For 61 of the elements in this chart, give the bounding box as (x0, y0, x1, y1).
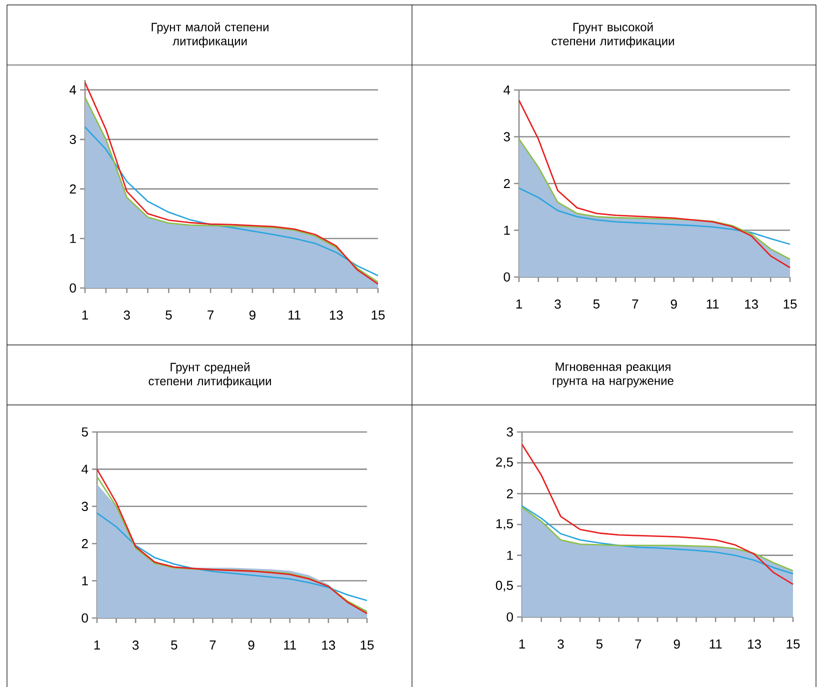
x-tick-label: 9 (248, 640, 254, 650)
x-tick-label: 11 (706, 300, 719, 308)
x-tick-label: 7 (632, 300, 638, 308)
x-tick-label: 13 (748, 640, 761, 649)
y-tick-label: 0 (82, 613, 88, 623)
x-tick-label: 5 (593, 300, 600, 309)
x-tick-label: 9 (249, 310, 256, 320)
y-tick-label: 0 (506, 612, 513, 622)
line-series (518, 187, 791, 245)
x-tick-label: 15 (360, 640, 374, 650)
y-tick-label: 2 (506, 489, 513, 498)
x-tick-label: 15 (784, 300, 797, 309)
y-tick-label: 4 (82, 464, 88, 474)
x-tick-label: 3 (558, 640, 564, 649)
line-series (96, 512, 368, 602)
y-tick-label: 5 (82, 427, 88, 437)
x-tick-label: 3 (132, 640, 139, 650)
x-tick-label: 9 (674, 640, 680, 649)
y-tick-label: 2,5 (496, 457, 513, 468)
y-tick-label: 3 (82, 502, 88, 511)
y-tick-label: 3 (504, 132, 510, 142)
y-tick-label: 3 (506, 427, 513, 437)
y-tick-label: 0 (70, 283, 76, 293)
y-tick-label: 1 (82, 576, 88, 586)
y-tick-label: 0,5 (496, 580, 513, 592)
y-tick-label: 2 (82, 539, 88, 548)
y-tick-label: 1,5 (496, 519, 513, 530)
x-tick-label: 11 (284, 640, 296, 650)
x-tick-label: 7 (635, 640, 642, 648)
x-tick-label: 15 (372, 310, 385, 320)
x-tick-label: 3 (554, 300, 561, 309)
x-tick-label: 9 (670, 300, 677, 309)
y-tick-label: 1 (504, 226, 510, 235)
y-tick-label: 3 (70, 134, 76, 144)
x-tick-label: 11 (710, 640, 722, 648)
y-tick-label: 4 (504, 86, 510, 94)
x-tick-label: 3 (124, 310, 130, 320)
y-tick-label: 0 (504, 272, 510, 282)
y-tick-label: 4 (70, 85, 76, 94)
y-tick-label: 1 (507, 550, 513, 560)
x-tick-label: 5 (166, 310, 172, 320)
x-tick-label: 5 (596, 640, 602, 649)
chart-title: Грунт средней степени литификации (148, 362, 271, 388)
x-tick-label: 5 (171, 640, 178, 650)
chart-title: Грунт высокой степени литификации (552, 22, 674, 48)
x-tick-label: 13 (745, 300, 758, 309)
chart-title: Грунт малой степени литификации (152, 22, 268, 48)
y-tick-label: 2 (504, 178, 510, 188)
x-tick-label: 13 (322, 640, 336, 650)
y-tick-label: 2 (70, 184, 76, 194)
x-tick-label: 7 (210, 640, 216, 650)
x-tick-label: 1 (94, 640, 100, 650)
x-tick-label: 1 (519, 640, 525, 648)
x-tick-label: 7 (208, 310, 214, 320)
x-tick-label: 13 (330, 310, 343, 320)
x-tick-label: 15 (786, 640, 800, 649)
x-tick-label: 1 (516, 300, 522, 308)
y-tick-label: 1 (70, 234, 76, 243)
chart-title: Мгновенная реакция грунта на нагружение (552, 362, 674, 388)
x-tick-label: 11 (288, 310, 300, 320)
line-series (84, 126, 379, 276)
